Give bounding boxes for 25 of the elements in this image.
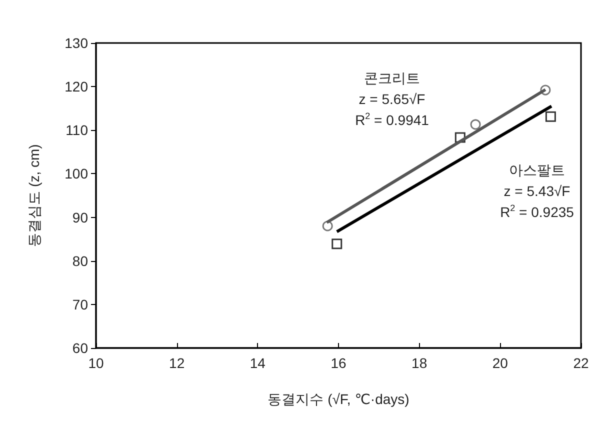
annotation: 콘크리트 bbox=[364, 70, 420, 86]
x-tick-label: 16 bbox=[330, 355, 346, 371]
y-tick-label: 100 bbox=[64, 166, 88, 182]
annotation: 아스팔트 bbox=[509, 162, 565, 178]
point bbox=[470, 119, 481, 130]
y-tick-label: 70 bbox=[72, 296, 88, 312]
x-tick-label: 12 bbox=[169, 355, 185, 371]
x-tick-label: 20 bbox=[492, 355, 508, 371]
x-tick-label: 22 bbox=[573, 355, 589, 371]
x-tick-label: 18 bbox=[412, 355, 428, 371]
point bbox=[322, 220, 333, 232]
y-tick-label: 60 bbox=[72, 340, 88, 356]
annotation: z = 5.65√F bbox=[358, 91, 426, 107]
y-axis-title: 동결심도 (z, cm) bbox=[26, 144, 42, 247]
annotation: z = 5.43√F bbox=[504, 183, 570, 199]
x-tick-label: 10 bbox=[88, 355, 104, 371]
point bbox=[332, 238, 342, 250]
x-axis-title: 동결지수 (√F, ℃·days) bbox=[268, 391, 410, 407]
y-tick-label: 80 bbox=[72, 252, 88, 269]
y-tick-label: 90 bbox=[72, 209, 88, 226]
y-tick-label: 120 bbox=[64, 78, 88, 95]
y-tick-label: 130 bbox=[64, 35, 88, 51]
point bbox=[545, 111, 556, 122]
x-tick-label: 14 bbox=[250, 355, 266, 371]
y-tick-label: 110 bbox=[66, 122, 88, 138]
